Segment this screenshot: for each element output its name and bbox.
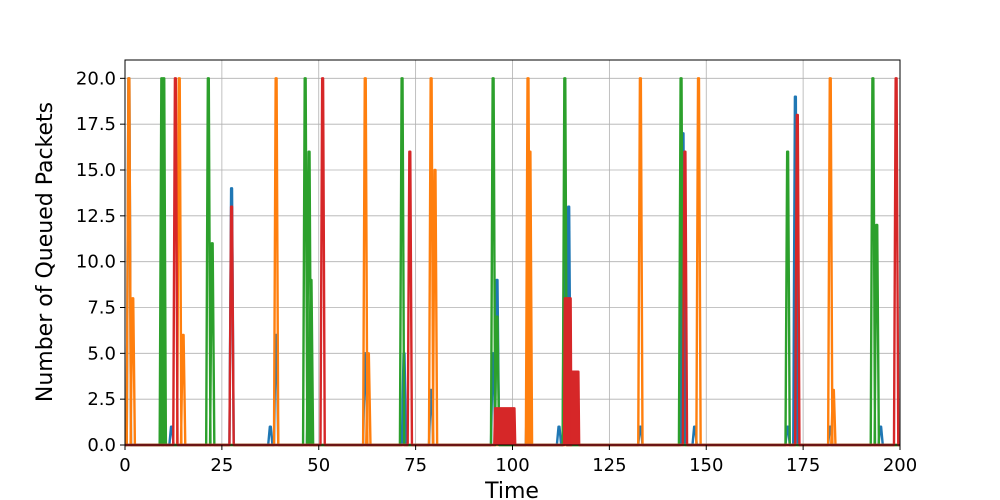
x-tick-label: 75 xyxy=(404,455,427,476)
series-lines xyxy=(125,77,900,447)
series-4-plateau xyxy=(495,408,515,445)
x-tick-label: 0 xyxy=(119,455,130,476)
series-4-plateau xyxy=(564,298,571,445)
series-4-plateau xyxy=(570,371,579,445)
y-tick-label: 0.0 xyxy=(87,435,116,456)
y-tick-label: 7.5 xyxy=(87,298,116,319)
y-axis-title: Number of Queued Packets xyxy=(33,102,58,402)
grid-lines xyxy=(124,60,901,446)
series-line-4 xyxy=(125,77,900,447)
axis-ticks: 0 25 50 75 100 125 150 175 200 0.0 2.5 5.0 7.5 10.0 12… xyxy=(76,68,917,476)
y-tick-label: 5.0 xyxy=(87,343,116,364)
y-tick-label: 2.5 xyxy=(87,389,116,410)
y-tick-label: 12.5 xyxy=(76,206,116,227)
y-tick-label: 15.0 xyxy=(76,160,116,181)
y-tick-label: 17.5 xyxy=(76,114,116,135)
x-tick-label: 100 xyxy=(495,455,529,476)
x-tick-label: 200 xyxy=(883,455,917,476)
y-tick-label: 10.0 xyxy=(76,252,116,273)
series-line-3 xyxy=(125,77,900,447)
x-tick-label: 150 xyxy=(689,455,723,476)
x-tick-label: 175 xyxy=(786,455,820,476)
x-tick-label: 50 xyxy=(307,455,330,476)
x-tick-label: 125 xyxy=(592,455,626,476)
x-axis-title: Time xyxy=(484,479,539,500)
series-line-2 xyxy=(125,77,900,447)
y-tick-label: 20.0 xyxy=(76,68,116,89)
x-tick-label: 25 xyxy=(210,455,233,476)
